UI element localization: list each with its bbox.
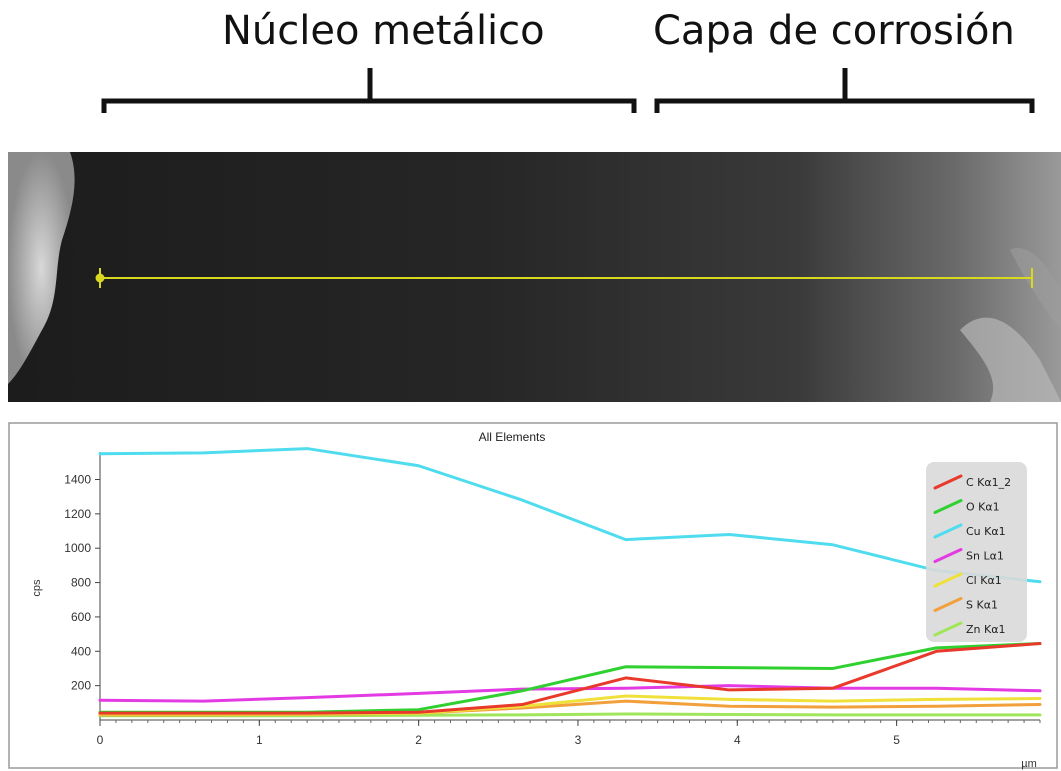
series-line-cu [98, 447, 1042, 584]
legend-label: Cl Kα1 [966, 574, 1002, 587]
legend-swatch [933, 474, 963, 490]
chart-axes: 0 1 2 3 4 5 200 400 600 800 1000 1200 1400 [64, 452, 1041, 747]
core-bracket [101, 68, 637, 113]
linescan-path [95, 268, 1033, 288]
y-tick-label: 1400 [64, 472, 91, 486]
x-tick-label: 3 [575, 733, 582, 747]
y-tick-label: 800 [71, 576, 91, 590]
chart-legend: C Kα1_2 O Kα1 Cu Kα1 Sn Lα1 Cl Kα1 S Kα1 Zn Kα… [926, 462, 1027, 642]
chart-title: All Elements [479, 430, 546, 444]
legend-label: S Kα1 [966, 599, 998, 612]
corrosion-bracket [654, 68, 1035, 113]
legend-swatch [933, 621, 963, 637]
series-line-sn [98, 684, 1042, 703]
x-axis-label: µm [1021, 758, 1037, 770]
y-tick-label: 600 [71, 610, 91, 624]
chart-panel [8, 422, 1058, 769]
legend-swatch [933, 548, 963, 563]
x-tick-label: 4 [734, 733, 741, 747]
legend-label: C Kα1_2 [966, 476, 1011, 489]
legend-swatch [933, 597, 963, 612]
metallic-core-label: Núcleo metálico [222, 8, 545, 54]
legend-swatch [933, 523, 963, 539]
legend-label: Zn Kα1 [966, 623, 1005, 636]
x-tick-label: 2 [415, 733, 422, 747]
chart-series [98, 447, 1042, 718]
y-tick-label: 200 [71, 679, 91, 693]
series-line-c [98, 642, 1042, 715]
legend-box [926, 462, 1027, 642]
legend-label: Sn Lα1 [966, 550, 1004, 563]
legend-swatch [933, 499, 963, 514]
x-tick-label: 1 [256, 733, 263, 747]
x-tick-label: 0 [97, 733, 104, 747]
y-tick-label: 1200 [64, 507, 91, 521]
legend-label: Cu Kα1 [966, 525, 1006, 538]
y-axis-label: cps [31, 579, 43, 597]
legend-label: O Kα1 [966, 501, 1000, 514]
corrosion-layer-label: Capa de corrosión [653, 8, 1015, 54]
x-tick-label: 5 [893, 733, 900, 747]
y-tick-label: 1000 [64, 541, 91, 555]
legend-swatch [933, 572, 963, 588]
y-tick-label: 400 [71, 644, 91, 658]
